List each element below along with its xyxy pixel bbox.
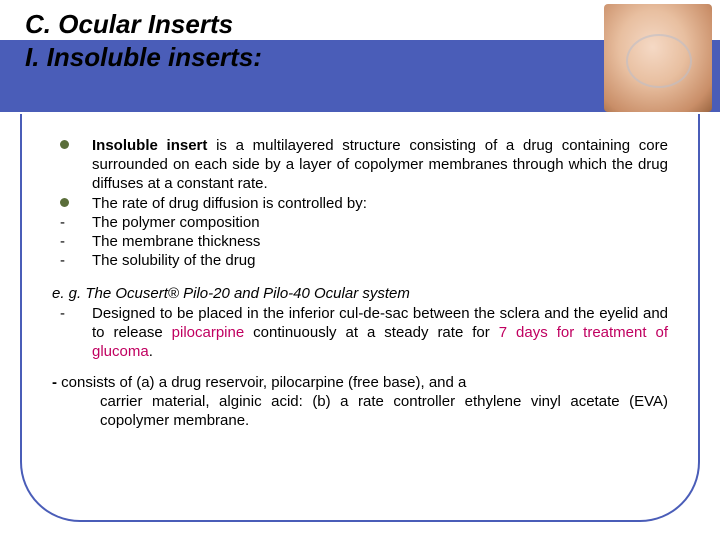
final-line2: carrier material, alginic acid: (b) a ra…	[52, 392, 668, 430]
slide: C. Ocular Inserts I. Insoluble inserts: …	[0, 0, 720, 540]
list-text: The solubility of the drug	[92, 252, 255, 269]
bullet-list: Insoluble insert is a multilayered struc…	[52, 136, 668, 270]
example-heading: e. g. The Ocusert® Pilo-20 and Pilo-40 O…	[52, 284, 668, 303]
list-item: - The membrane thickness	[52, 232, 668, 251]
header-thumbnail	[604, 4, 712, 112]
list-item: - The polymer composition	[52, 213, 668, 232]
list-item: The rate of drug diffusion is controlled…	[52, 194, 668, 213]
example-block: e. g. The Ocusert® Pilo-20 and Pilo-40 O…	[52, 284, 668, 361]
dash-icon: -	[60, 251, 65, 270]
list-text: The rate of drug diffusion is controlled…	[92, 195, 367, 212]
body-content: Insoluble insert is a multilayered struc…	[52, 136, 668, 431]
list-item: Insoluble insert is a multilayered struc…	[52, 136, 668, 194]
final-lead: -	[52, 374, 61, 391]
title-line-2: I. Insoluble inserts:	[25, 41, 585, 74]
title-box: C. Ocular Inserts I. Insoluble inserts:	[25, 8, 585, 73]
title-line-1: C. Ocular Inserts	[25, 8, 585, 41]
dash-icon: -	[60, 213, 65, 232]
hot-term: pilocarpine	[172, 324, 245, 341]
bold-lead: Insoluble insert	[92, 137, 207, 154]
example-mid: continuously at a steady rate for	[244, 324, 499, 341]
list-text: The membrane thickness	[92, 233, 260, 250]
list-item: - The solubility of the drug	[52, 251, 668, 270]
bullet-dot-icon	[60, 198, 69, 207]
dash-icon: -	[60, 232, 65, 251]
final-line1: consists of (a) a drug reservoir, piloca…	[61, 374, 466, 391]
body-frame: Insoluble insert is a multilayered struc…	[20, 114, 700, 522]
final-block: - consists of (a) a drug reservoir, pilo…	[52, 373, 668, 431]
bullet-dot-icon	[60, 140, 69, 149]
list-text: The polymer composition	[92, 214, 260, 231]
dash-icon: -	[60, 304, 65, 323]
example-suffix: .	[149, 343, 153, 360]
example-item: - Designed to be placed in the inferior …	[52, 304, 668, 362]
